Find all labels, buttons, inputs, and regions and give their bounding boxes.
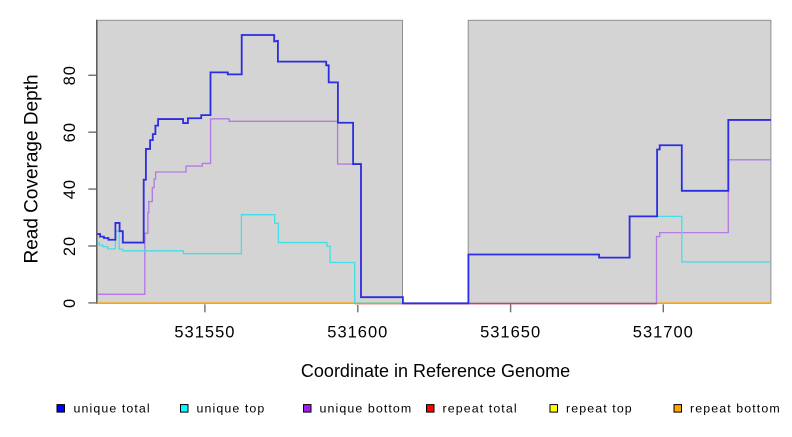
svg-text:repeat total: repeat total: [443, 402, 518, 416]
svg-text:80: 80: [61, 65, 79, 85]
svg-text:repeat bottom: repeat bottom: [690, 402, 781, 416]
svg-text:60: 60: [61, 122, 79, 142]
svg-text:Coordinate in Reference Genome: Coordinate in Reference Genome: [301, 361, 570, 381]
svg-text:Read Coverage Depth: Read Coverage Depth: [21, 74, 42, 263]
svg-text:20: 20: [61, 236, 79, 256]
svg-text:0: 0: [61, 298, 79, 308]
svg-text:unique top: unique top: [197, 402, 266, 416]
svg-text:531650: 531650: [480, 324, 541, 342]
svg-text:repeat top: repeat top: [566, 402, 633, 416]
svg-text:40: 40: [61, 179, 79, 199]
svg-text:unique total: unique total: [74, 402, 151, 416]
svg-text:531700: 531700: [633, 324, 694, 342]
svg-text:531550: 531550: [174, 324, 235, 342]
svg-text:unique bottom: unique bottom: [320, 402, 413, 416]
svg-text:531600: 531600: [327, 324, 388, 342]
